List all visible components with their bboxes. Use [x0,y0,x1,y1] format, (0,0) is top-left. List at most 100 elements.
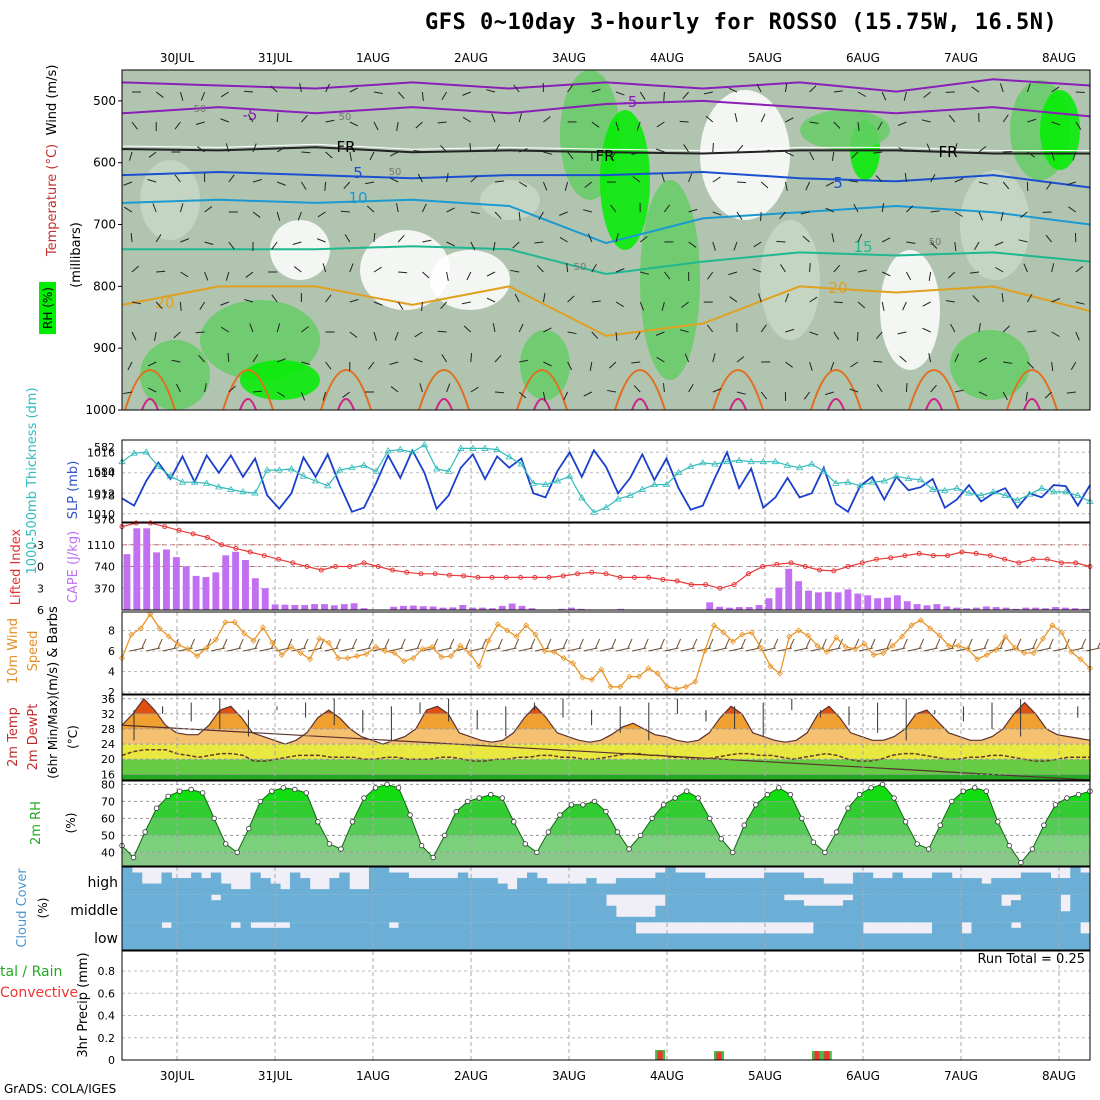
cape-bar [1032,607,1040,610]
wind-barb [301,151,311,154]
cloud-bar-low [685,933,696,950]
cape-bar [488,608,496,610]
thickness-marker [444,467,453,474]
cloud-bar-low [1010,927,1022,950]
wind-barb [609,361,617,369]
wind-barb [421,301,423,312]
wind-barb [640,271,650,275]
cape-bar [449,607,457,610]
wind-speed-marker [823,648,830,656]
rh-marker [395,785,402,791]
wind-speed-marker [739,631,746,638]
wind-speed-marker [936,632,943,639]
cloud-bar-high [428,878,439,895]
wind-speed-marker [945,642,953,649]
lifted-index-marker [817,567,823,573]
cloud-bar-high [546,883,558,895]
rh-region [240,360,320,400]
wind-barb [780,264,786,273]
wind-barb-10m [939,647,955,652]
cloud-bar-middle [1070,894,1081,923]
rh-marker [1064,795,1070,801]
wind-barb [684,353,690,363]
cloud-bar-low [912,933,923,950]
cloud-bar-low [754,933,765,950]
cloud-bar-middle [240,894,251,923]
surface-isotherm [418,369,470,411]
cloud-bar-high [359,889,370,895]
wind-speed-marker [1002,633,1009,640]
cloud-bar-low [428,922,439,950]
wind-barb [567,361,573,371]
wind-barb-10m [615,647,631,652]
lifted-index-marker [617,574,623,580]
wind-barb [245,271,254,278]
wind-barb [607,389,617,393]
wind-barb [252,179,262,183]
isotherm-line [122,245,1091,276]
thickness-marker [638,485,647,492]
cloud-bar-high [665,867,676,895]
thickness-marker [965,489,973,496]
rh-marker [338,846,344,852]
thickness-marker [505,453,513,460]
cape-bar [874,598,882,610]
cape-bar [400,605,407,610]
wind-speed-marker [786,633,793,640]
wind-barb [688,384,694,393]
wind-barb [156,270,166,273]
cloud-bar-high [339,872,350,895]
wind-barb [902,301,907,311]
wind-barb [679,329,689,333]
y-label-degc: (°C) [66,725,80,749]
wind-speed-marker [579,674,586,681]
cloud-bar-high [1030,872,1042,895]
rh-marker [545,829,552,835]
wind-barb [276,211,281,221]
cloud-bar-high [526,872,538,895]
cape-bar [1002,607,1010,610]
wind-barb-flag [643,638,649,649]
wind-barb [559,211,568,216]
wind-barb-flag [773,638,779,649]
wind-barb [155,91,164,98]
rh-marker [372,785,379,791]
wind-barb [970,271,980,274]
cloud-bar-high [951,878,963,895]
cloud-bar-middle [1020,894,1032,923]
thickness-marker [372,467,380,474]
cloud-bar-low [408,922,419,950]
thickness-marker [832,479,840,486]
cloud-bar-middle [892,894,903,923]
wind-barb [856,331,859,342]
wind-barb-flag [789,638,795,649]
wind-barb [1001,293,1004,303]
wind-barb [802,235,810,243]
cape-bar [123,554,131,610]
thickness-marker [1037,484,1046,491]
cape-tick: 740 [94,561,115,574]
cloud-bar-high [823,883,834,895]
wind-barb-10m [1037,647,1052,652]
y-label-precip: 3hr Precip (mm) [76,952,91,1057]
wind-barb [809,151,815,161]
cloud-bar-low [181,922,192,950]
cape-tick: 370 [94,582,115,595]
lifted-index-marker [831,568,837,574]
wind-barb-flag [416,638,422,649]
wind-barb [1075,301,1085,305]
wind-speed-marker [664,683,671,690]
cloud-bar-low [694,933,706,950]
wind-barb [753,241,762,248]
wind-speed-marker [325,639,332,646]
top-day-tick: 6AUG [846,51,880,65]
thickness-tick: 582 [94,441,115,454]
cloud-bar-high [783,872,795,895]
wind-speed-marker [795,627,802,634]
wind-barb-flag [757,638,763,649]
cloud-bar-low [645,933,656,950]
wind-barb [394,331,399,341]
wind-barb [486,297,496,303]
cloud-bar-middle [220,894,232,923]
rh-marker [730,849,736,856]
